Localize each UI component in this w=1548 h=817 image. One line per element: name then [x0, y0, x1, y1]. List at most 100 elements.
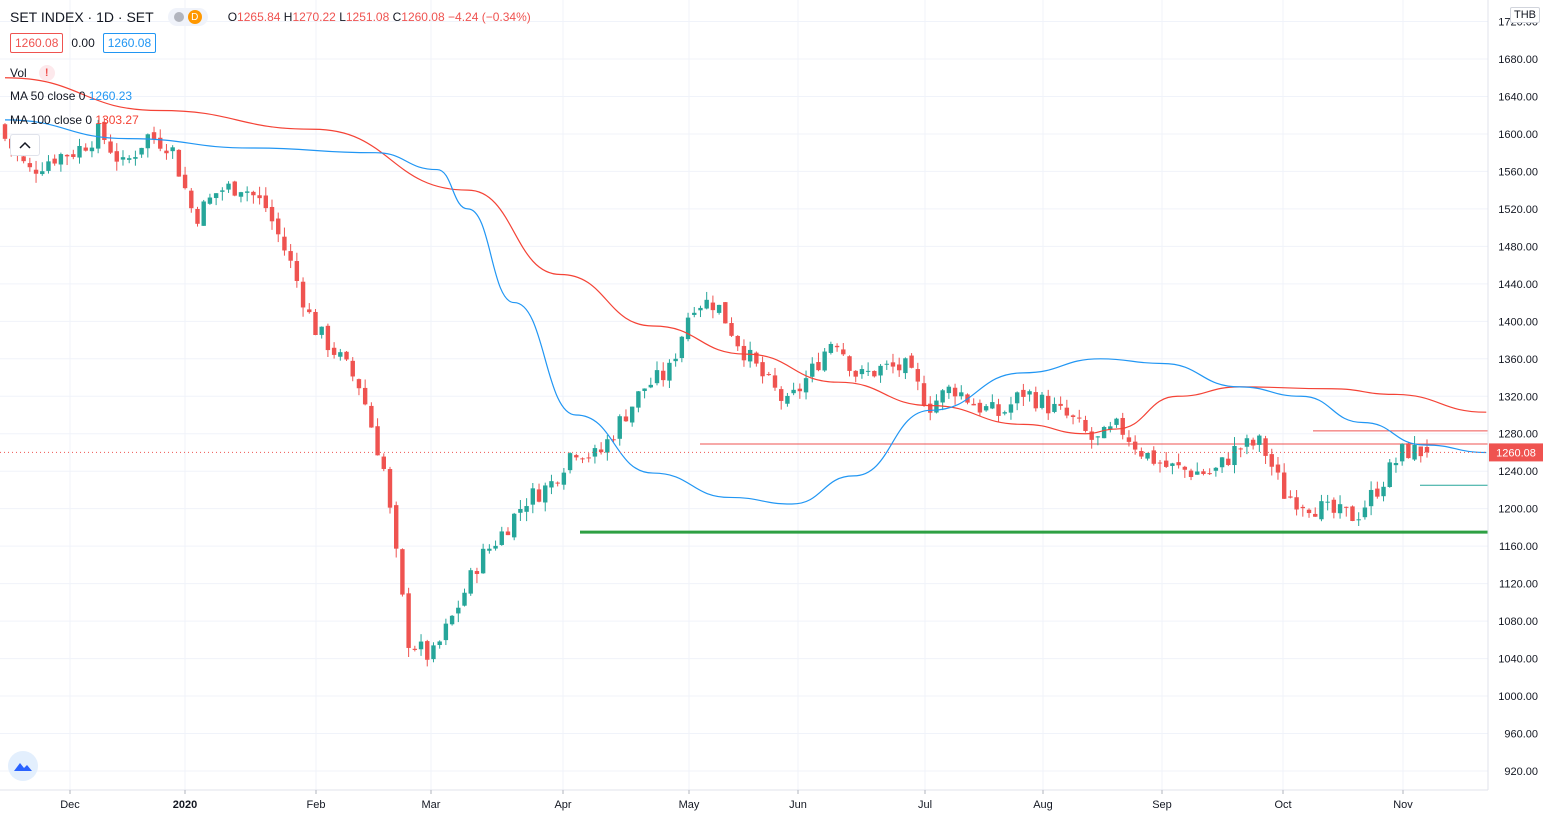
candle-body — [170, 147, 175, 152]
candle-body — [598, 449, 604, 453]
symbol-title[interactable]: SET INDEX · 1D · SET — [10, 9, 154, 25]
candle-body — [238, 192, 244, 197]
logo-shape — [14, 763, 32, 771]
price-tick-label: 1160.00 — [1499, 541, 1538, 553]
candle-body — [1039, 394, 1045, 408]
candle-body — [1077, 417, 1082, 419]
candle-body — [40, 171, 45, 175]
candle-body — [1064, 407, 1070, 416]
candle-body — [33, 169, 39, 174]
sell-price-box[interactable]: 1260.08 — [10, 33, 64, 53]
candle-body — [1058, 403, 1063, 406]
currency-badge[interactable]: THB — [1510, 7, 1540, 23]
candle-body — [133, 157, 138, 159]
candle-body — [164, 150, 169, 154]
candle-body — [685, 317, 691, 340]
time-tick-label: Jun — [789, 799, 807, 811]
candle-body — [561, 472, 567, 485]
candle-body — [1412, 444, 1417, 460]
last-price-marker: 1260.08 — [0, 443, 1543, 462]
change-value: −4.24 (−0.34%) — [448, 10, 531, 24]
high-label: H — [283, 10, 293, 24]
candle-body — [946, 386, 952, 394]
candle-body — [269, 206, 275, 222]
candle-body — [1331, 499, 1337, 513]
time-tick-label: Feb — [307, 799, 326, 811]
price-tick-label: 1480.00 — [1498, 241, 1538, 253]
close-value: 1260.08 — [401, 10, 445, 24]
candle-body — [1002, 412, 1007, 414]
candle-body — [1219, 457, 1225, 468]
time-axis: Dec 2020 Feb Mar Apr May Jun Jul Aug Sep Oct Nov — [0, 789, 1488, 811]
candle-body — [903, 358, 908, 374]
candle-body — [1375, 488, 1380, 497]
candle-body — [1195, 471, 1200, 475]
candle-body — [139, 147, 144, 155]
ma50-value: 1260.23 — [88, 89, 133, 103]
candle-body — [1163, 460, 1169, 467]
candle-body — [145, 134, 151, 149]
candle-body — [1052, 403, 1057, 412]
candle-body — [1046, 395, 1051, 414]
candle-body — [1095, 436, 1101, 438]
price-boxes: 1260.08 0.00 1260.08 — [10, 33, 157, 53]
volume-legend[interactable]: Vol ! — [10, 65, 55, 81]
collapse-legend-button[interactable] — [10, 134, 40, 156]
candle-body — [52, 158, 57, 164]
candle-body — [201, 201, 206, 226]
candle-body — [1188, 470, 1194, 477]
candle-body — [574, 455, 579, 458]
candle-body — [1238, 448, 1243, 450]
candle-body — [244, 191, 250, 193]
status-dot-icon — [173, 12, 184, 22]
candle-body — [549, 481, 554, 488]
candle-body — [487, 548, 492, 551]
candle-body — [344, 351, 349, 360]
warning-icon[interactable]: ! — [38, 65, 55, 81]
chart-header: SET INDEX · 1D · SET D O1265.84 H1270.22… — [10, 8, 531, 26]
candle-body — [698, 307, 703, 311]
time-tick-label: 2020 — [173, 799, 197, 811]
candle-body — [1108, 426, 1113, 430]
candle-body — [661, 370, 666, 381]
candle-body — [865, 370, 871, 372]
candle-body — [1070, 415, 1076, 418]
candle-body — [766, 374, 771, 376]
candle-body — [592, 448, 598, 457]
session-indicator[interactable]: D — [167, 8, 208, 26]
candle-body — [1269, 454, 1274, 467]
candle-body — [760, 362, 765, 377]
candle-body — [126, 158, 132, 160]
time-tick-label: Dec — [60, 799, 80, 811]
candle-body — [307, 309, 312, 313]
candle-body — [449, 615, 455, 625]
candle-body — [220, 190, 225, 192]
candle-body — [747, 349, 753, 362]
candle-body — [1014, 392, 1020, 404]
buy-price-box[interactable]: 1260.08 — [102, 33, 157, 53]
candle-body — [288, 251, 293, 261]
candle-body — [1350, 506, 1355, 521]
ma50-legend[interactable]: MA 50 close 0 1260.23 — [10, 89, 132, 103]
candle-body — [158, 137, 163, 149]
ma100-legend[interactable]: MA 100 close 0 1303.27 — [10, 113, 139, 127]
candle-body — [369, 405, 374, 428]
candle-body — [1294, 497, 1299, 510]
interval-label: 1D — [96, 9, 115, 25]
candle-body — [425, 641, 430, 660]
candle-body — [518, 509, 523, 513]
last-price-badge — [1489, 443, 1543, 462]
candle-body — [983, 406, 989, 411]
candle-body — [828, 343, 834, 353]
candle-body — [319, 326, 324, 335]
candle-body — [400, 549, 405, 595]
candle-body — [189, 190, 194, 209]
candle-body — [996, 404, 1001, 416]
tradingview-logo-icon[interactable] — [8, 751, 38, 781]
candle-body — [1319, 501, 1324, 520]
candle-body — [251, 191, 256, 196]
candle-body — [1368, 489, 1374, 507]
candle-body — [1089, 431, 1094, 440]
candle-body — [493, 545, 498, 549]
